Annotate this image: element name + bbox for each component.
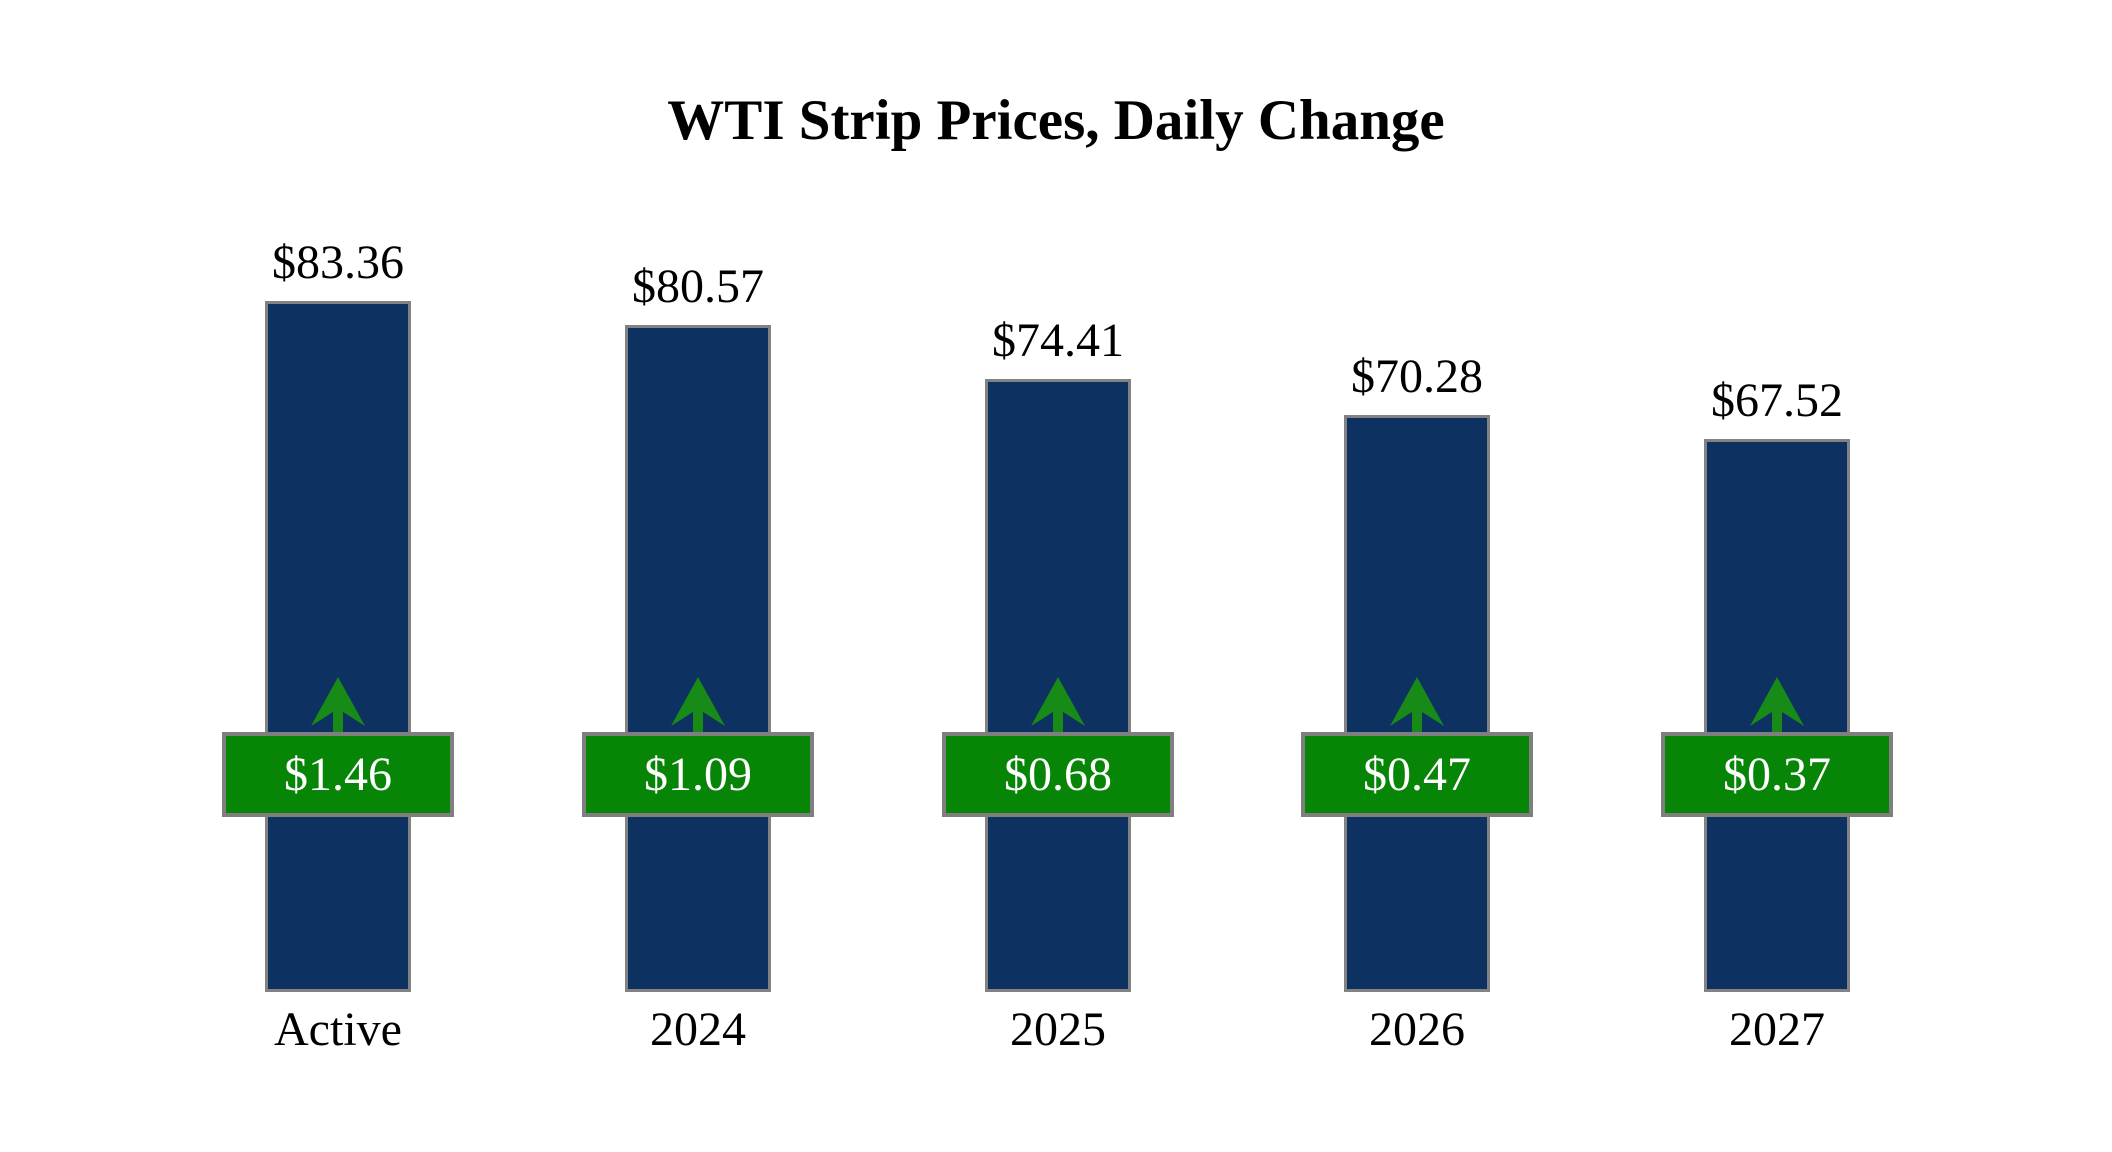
bar-value-label: $80.57 [632,260,764,313]
daily-change-badge: $1.46 [222,732,454,817]
up-arrow-icon [671,677,725,734]
bar [265,301,411,992]
daily-change-badge: $0.68 [942,732,1174,817]
category-label: 2027 [1729,1003,1825,1056]
up-arrow-icon [311,677,365,734]
daily-change-label: $1.09 [644,748,752,801]
category-label: 2026 [1369,1003,1465,1056]
daily-change-label: $0.37 [1723,748,1831,801]
up-arrow-icon [1031,677,1085,734]
bar-value-label: $70.28 [1351,350,1483,403]
chart-title: WTI Strip Prices, Daily Change [667,89,1445,152]
bar-value-label: $74.41 [992,314,1124,367]
daily-change-badge: $1.09 [582,732,814,817]
daily-change-badge: $0.37 [1661,732,1893,817]
bar [1344,415,1490,992]
daily-change-label: $0.47 [1363,748,1471,801]
bar-value-label: $67.52 [1711,374,1843,427]
category-label: 2025 [1010,1003,1106,1056]
category-label: Active [274,1003,402,1056]
bar [625,325,771,992]
bar-value-label: $83.36 [272,236,404,289]
up-arrow-icon [1390,677,1444,734]
up-arrow-icon [1750,677,1804,734]
category-label: 2024 [650,1003,746,1056]
daily-change-badge: $0.47 [1301,732,1533,817]
daily-change-label: $0.68 [1004,748,1112,801]
daily-change-label: $1.46 [284,748,392,801]
